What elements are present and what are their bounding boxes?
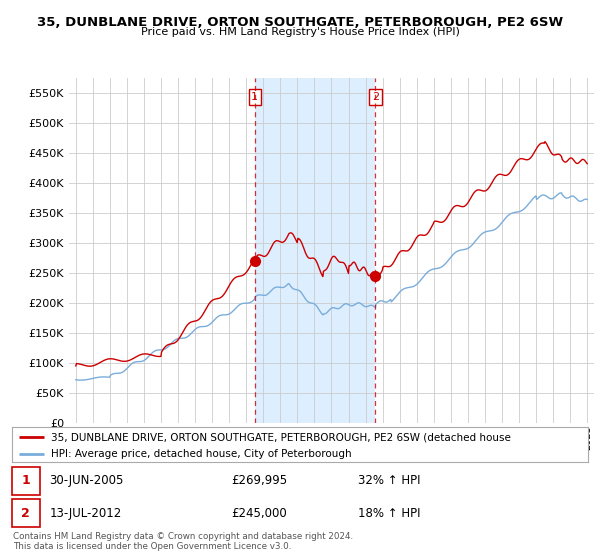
Text: 1: 1: [22, 474, 30, 487]
Text: £269,995: £269,995: [231, 474, 287, 487]
Text: 32% ↑ HPI: 32% ↑ HPI: [358, 474, 420, 487]
FancyBboxPatch shape: [12, 467, 40, 494]
Text: 13-JUL-2012: 13-JUL-2012: [49, 507, 122, 520]
Text: £245,000: £245,000: [231, 507, 287, 520]
Text: 18% ↑ HPI: 18% ↑ HPI: [358, 507, 420, 520]
Text: 35, DUNBLANE DRIVE, ORTON SOUTHGATE, PETERBOROUGH, PE2 6SW (detached house: 35, DUNBLANE DRIVE, ORTON SOUTHGATE, PET…: [51, 432, 511, 442]
Bar: [255, 78, 376, 423]
Text: This data is licensed under the Open Government Licence v3.0.: This data is licensed under the Open Gov…: [13, 542, 292, 550]
Text: 2: 2: [372, 92, 379, 102]
Text: Price paid vs. HM Land Registry's House Price Index (HPI): Price paid vs. HM Land Registry's House …: [140, 27, 460, 37]
Text: 1: 1: [251, 92, 258, 102]
Text: HPI: Average price, detached house, City of Peterborough: HPI: Average price, detached house, City…: [51, 449, 352, 459]
FancyBboxPatch shape: [12, 500, 40, 527]
Text: 35, DUNBLANE DRIVE, ORTON SOUTHGATE, PETERBOROUGH, PE2 6SW: 35, DUNBLANE DRIVE, ORTON SOUTHGATE, PET…: [37, 16, 563, 29]
Text: Contains HM Land Registry data © Crown copyright and database right 2024.: Contains HM Land Registry data © Crown c…: [13, 532, 353, 541]
Text: 2: 2: [22, 507, 30, 520]
Text: 30-JUN-2005: 30-JUN-2005: [49, 474, 124, 487]
